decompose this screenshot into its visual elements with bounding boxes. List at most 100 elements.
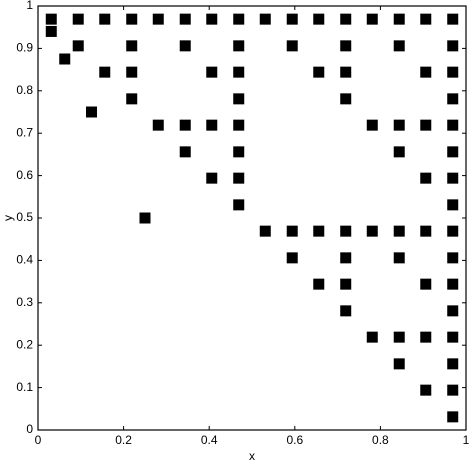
point [286,225,298,237]
point [340,93,352,105]
point [126,93,138,105]
point [72,40,84,52]
point [152,13,164,25]
point [420,331,432,343]
point [420,172,432,184]
point [447,40,459,52]
point [259,13,271,25]
point [179,146,191,158]
y-axis-label: y [1,215,15,221]
point [420,225,432,237]
y-tick-label: 0 [26,422,33,436]
point [447,225,459,237]
point [447,305,459,317]
point [233,66,245,78]
x-tick-label: 0.4 [201,433,218,447]
point [420,119,432,131]
point [313,225,325,237]
point [420,278,432,290]
point [233,13,245,25]
point [233,146,245,158]
y-tick-label: 0.6 [16,168,33,182]
point [447,119,459,131]
point [233,93,245,105]
point [447,252,459,264]
x-tick-label: 0.6 [286,433,303,447]
point [447,331,459,343]
point [420,13,432,25]
y-tick-label: 0.2 [16,337,33,351]
point [206,66,218,78]
point [447,172,459,184]
point [179,40,191,52]
point [206,172,218,184]
point [447,278,459,290]
point [233,199,245,211]
point [179,119,191,131]
point [420,66,432,78]
point [340,252,352,264]
y-tick-label: 0.5 [16,210,33,224]
point [233,172,245,184]
y-tick-label: 0.7 [16,125,33,139]
point [340,278,352,290]
point [179,13,191,25]
point [313,13,325,25]
point [447,66,459,78]
point [447,13,459,25]
point [393,40,405,52]
point [340,13,352,25]
point [340,225,352,237]
point [393,252,405,264]
point [286,13,298,25]
point [447,384,459,396]
point [447,146,459,158]
y-tick-label: 0.3 [16,295,33,309]
point [286,252,298,264]
point [59,53,71,65]
point [447,93,459,105]
point [366,225,378,237]
y-tick-label: 1 [26,0,33,12]
point [72,13,84,25]
point [139,212,151,224]
point [366,119,378,131]
point [393,13,405,25]
point [447,411,459,423]
point [340,40,352,52]
point [45,25,57,37]
x-tick-label: 0.2 [115,433,132,447]
y-tick-label: 0.1 [16,380,33,394]
point [233,40,245,52]
point [126,13,138,25]
point [126,40,138,52]
point [393,358,405,370]
point [259,225,271,237]
point [126,66,138,78]
point [45,13,57,25]
point [286,40,298,52]
point [152,119,164,131]
point [366,331,378,343]
point [99,13,111,25]
point [393,331,405,343]
x-tick-label: 0 [35,433,42,447]
point [420,384,432,396]
point [86,106,97,118]
point [313,66,325,78]
point [447,199,459,211]
point [206,119,218,131]
point [99,66,111,78]
x-tick-label: 0.8 [372,433,389,447]
point [313,278,325,290]
point [206,13,218,25]
point [340,66,352,78]
y-tick-label: 0.4 [16,253,33,267]
x-axis-label: x [249,449,255,463]
point [393,146,405,158]
point [447,358,459,370]
y-tick-label: 0.9 [16,41,33,55]
point [393,225,405,237]
point [233,119,245,131]
